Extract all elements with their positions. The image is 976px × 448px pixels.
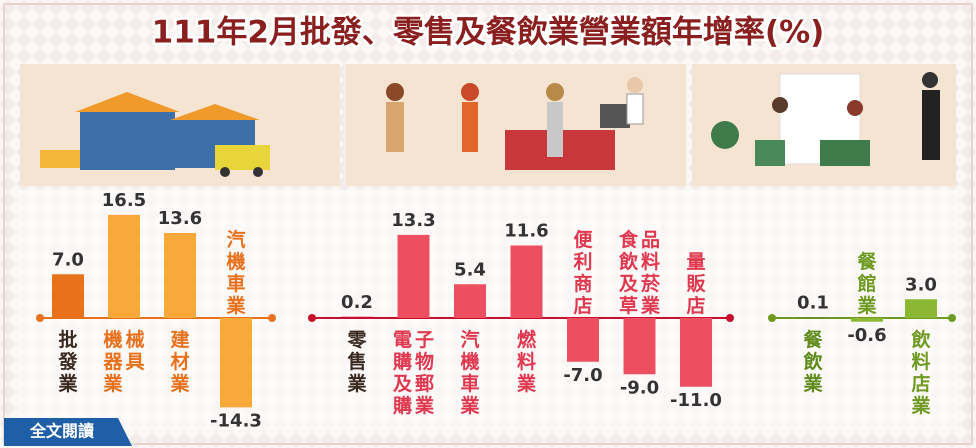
value-label: 3.0 xyxy=(905,274,937,295)
value-label: 0.1 xyxy=(797,292,829,313)
bar xyxy=(220,318,252,407)
category-label: 燃料業 xyxy=(516,328,537,395)
category-label: 批發業 xyxy=(57,329,78,395)
bar xyxy=(454,284,486,318)
axis-end xyxy=(726,314,734,322)
bar xyxy=(341,317,373,318)
value-label: 0.2 xyxy=(341,292,373,313)
category-label: 零售業 xyxy=(346,329,367,395)
category-label: 餐飲業 xyxy=(802,328,823,395)
bar xyxy=(797,317,829,318)
category-label: 便利商店 xyxy=(573,229,593,317)
bar xyxy=(511,246,543,319)
axis-end xyxy=(36,314,44,322)
value-label: -9.0 xyxy=(620,377,659,398)
category-label: 飲料店業 xyxy=(910,328,931,417)
value-label: 13.3 xyxy=(391,210,435,231)
value-label: -11.0 xyxy=(670,390,722,411)
category-label: 汽機車業 xyxy=(225,228,246,317)
value-label: 13.6 xyxy=(158,208,202,229)
infographic: 111年2月批發、零售及餐飲業營業額年增率(%) 7.0批發業16.5機械器具業… xyxy=(0,0,976,448)
bar xyxy=(52,274,84,318)
axis-end xyxy=(948,314,956,322)
value-label: -7.0 xyxy=(563,365,602,386)
title: 111年2月批發、零售及餐飲業營業額年增率(%) xyxy=(152,15,825,51)
value-label: -14.3 xyxy=(210,410,262,431)
bar xyxy=(905,299,937,318)
category-label: 餐館業 xyxy=(856,250,877,317)
category-label: 量販店 xyxy=(686,251,706,317)
value-label: 16.5 xyxy=(102,190,146,211)
bar xyxy=(624,318,656,374)
value-label: 5.4 xyxy=(454,259,486,280)
axis-end xyxy=(308,314,316,322)
read-more-text[interactable]: 全文閱讀 xyxy=(29,422,94,441)
bar xyxy=(108,215,140,318)
bar xyxy=(851,318,883,322)
axis-end xyxy=(268,314,276,322)
axis-end xyxy=(768,314,776,322)
illustration xyxy=(20,64,956,186)
category-label: 建材業 xyxy=(169,328,190,395)
value-label: -0.6 xyxy=(847,325,886,346)
bar xyxy=(164,233,196,318)
bar xyxy=(398,235,430,318)
category-label: 汽機車業 xyxy=(459,328,480,417)
value-label: 7.0 xyxy=(52,249,84,270)
value-label: 11.6 xyxy=(504,221,548,242)
bar xyxy=(567,318,599,362)
bar xyxy=(680,318,712,387)
